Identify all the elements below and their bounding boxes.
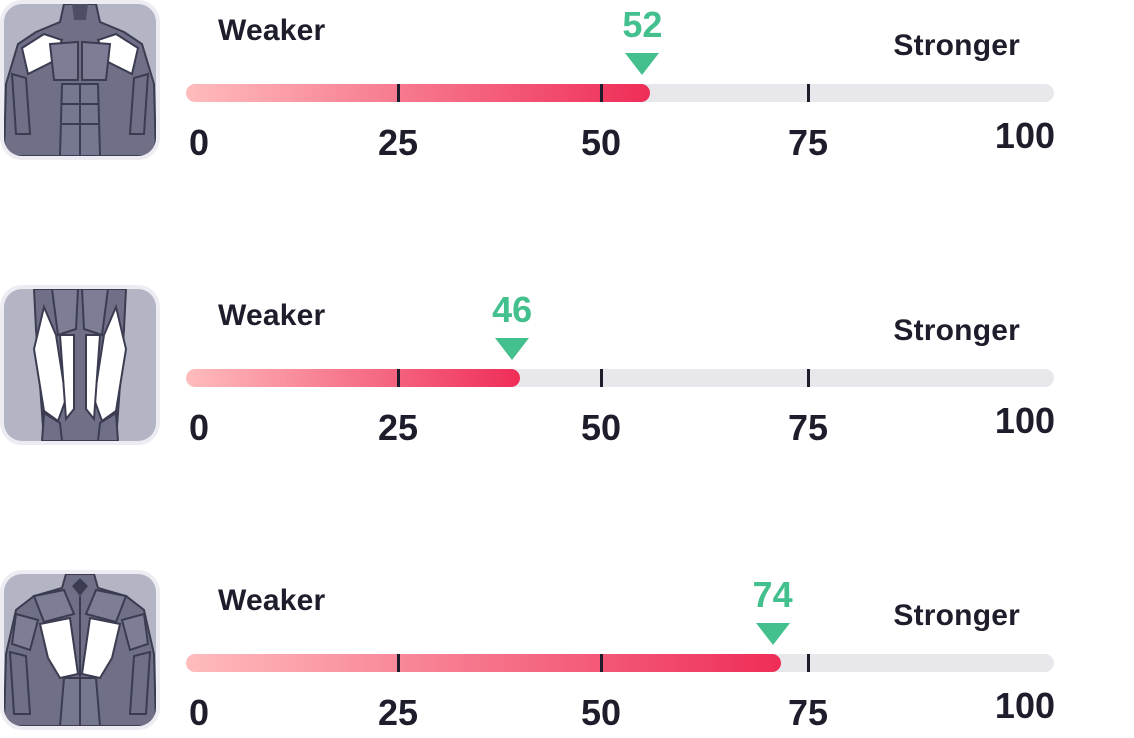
scale-label-75: 75	[787, 407, 829, 448]
stronger-label: Stronger	[893, 29, 1020, 62]
down-arrow-icon	[625, 53, 660, 75]
tick-25	[397, 654, 400, 672]
tick-25	[397, 84, 400, 102]
down-arrow-icon	[755, 623, 790, 645]
scale-label-50: 50	[580, 692, 622, 733]
strength-row-back: Weaker Stronger 74 0 25 50 75 100	[0, 570, 1134, 735]
scale-label-75: 75	[787, 122, 829, 163]
score-marker: 52	[602, 0, 682, 75]
scale-label-100: 100	[994, 115, 1055, 156]
chest-front-muscles-icon	[4, 4, 156, 156]
strength-bar	[186, 654, 1054, 672]
muscle-thumbnail[interactable]	[0, 570, 160, 730]
scale-label-100: 100	[994, 685, 1055, 726]
scale-label-100: 100	[994, 400, 1055, 441]
strength-bar	[186, 369, 1054, 387]
strength-bar-fill	[186, 654, 781, 672]
tick-25	[397, 369, 400, 387]
scale-label-0: 0	[189, 407, 210, 448]
stronger-label: Stronger	[893, 599, 1020, 632]
tick-75	[807, 369, 810, 387]
tick-50	[600, 369, 603, 387]
strength-bar-fill	[186, 84, 651, 102]
strength-row-legs: Weaker Stronger 46 0 25 50 75 100	[0, 285, 1134, 450]
score-marker: 46	[472, 285, 552, 360]
muscle-thumbnail[interactable]	[0, 285, 160, 445]
stronger-label: Stronger	[893, 314, 1020, 347]
tick-50	[600, 654, 603, 672]
scale-label-25: 25	[377, 122, 419, 163]
down-arrow-icon	[495, 338, 530, 360]
muscle-thumbnail[interactable]	[0, 0, 160, 160]
scale-label-0: 0	[189, 692, 210, 733]
scale-label-50: 50	[580, 122, 622, 163]
weaker-label: Weaker	[218, 584, 326, 617]
score-marker: 74	[733, 570, 813, 645]
weaker-label: Weaker	[218, 299, 326, 332]
strength-bar	[186, 84, 1054, 102]
strength-bar-fill	[186, 369, 521, 387]
scale-label-50: 50	[580, 407, 622, 448]
legs-front-muscles-icon	[32, 289, 128, 441]
strength-row-chest: Weaker Stronger 52 0 25 50 75 100	[0, 0, 1134, 165]
scale-label-0: 0	[189, 122, 210, 163]
weaker-label: Weaker	[218, 14, 326, 47]
tick-50	[600, 84, 603, 102]
tick-75	[807, 654, 810, 672]
score-value: 74	[752, 574, 793, 615]
score-value: 52	[622, 4, 663, 45]
scale-label-25: 25	[377, 407, 419, 448]
score-value: 46	[492, 289, 533, 330]
tick-75	[807, 84, 810, 102]
scale-label-25: 25	[377, 692, 419, 733]
scale-label-75: 75	[787, 692, 829, 733]
back-muscles-icon	[4, 574, 156, 726]
